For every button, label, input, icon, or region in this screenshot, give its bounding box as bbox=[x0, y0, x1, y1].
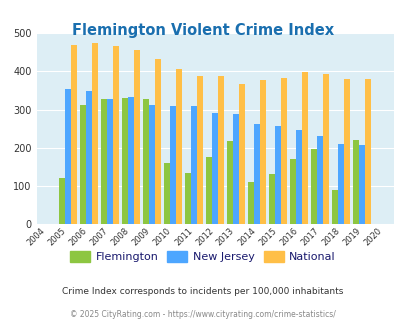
Bar bbox=[155, 59, 160, 224]
Bar bbox=[248, 182, 254, 224]
Bar bbox=[254, 124, 260, 224]
Bar bbox=[185, 173, 191, 224]
Bar bbox=[275, 126, 281, 224]
Bar bbox=[296, 130, 301, 224]
Bar bbox=[122, 98, 128, 224]
Bar bbox=[170, 106, 176, 224]
Bar bbox=[358, 145, 364, 224]
Bar bbox=[227, 141, 233, 224]
Bar bbox=[290, 158, 296, 224]
Bar bbox=[281, 78, 286, 224]
Legend: Flemington, New Jersey, National: Flemington, New Jersey, National bbox=[66, 247, 339, 266]
Bar bbox=[101, 99, 107, 224]
Text: Crime Index corresponds to incidents per 100,000 inhabitants: Crime Index corresponds to incidents per… bbox=[62, 287, 343, 296]
Bar bbox=[80, 105, 86, 224]
Bar bbox=[128, 97, 134, 224]
Bar bbox=[149, 105, 155, 224]
Bar bbox=[364, 79, 370, 224]
Bar bbox=[212, 113, 217, 224]
Bar bbox=[206, 157, 212, 224]
Bar bbox=[317, 136, 322, 224]
Bar bbox=[337, 144, 343, 224]
Bar bbox=[191, 106, 196, 224]
Bar bbox=[239, 84, 245, 224]
Bar bbox=[322, 74, 328, 224]
Bar bbox=[269, 174, 275, 224]
Bar bbox=[311, 148, 317, 224]
Bar bbox=[332, 190, 337, 224]
Bar bbox=[301, 72, 307, 224]
Bar bbox=[107, 99, 113, 224]
Text: Flemington Violent Crime Index: Flemington Violent Crime Index bbox=[72, 23, 333, 38]
Bar bbox=[217, 76, 224, 224]
Bar bbox=[196, 76, 202, 224]
Bar bbox=[59, 178, 65, 224]
Bar bbox=[260, 80, 265, 224]
Bar bbox=[343, 79, 349, 224]
Bar bbox=[65, 89, 71, 224]
Bar bbox=[134, 50, 140, 224]
Bar bbox=[113, 46, 119, 224]
Bar bbox=[86, 91, 92, 224]
Bar bbox=[143, 99, 149, 224]
Bar bbox=[233, 114, 239, 224]
Bar bbox=[92, 43, 98, 224]
Bar bbox=[164, 163, 170, 224]
Bar bbox=[353, 140, 358, 224]
Text: © 2025 CityRating.com - https://www.cityrating.com/crime-statistics/: © 2025 CityRating.com - https://www.city… bbox=[70, 310, 335, 319]
Bar bbox=[176, 69, 181, 224]
Bar bbox=[71, 45, 77, 224]
